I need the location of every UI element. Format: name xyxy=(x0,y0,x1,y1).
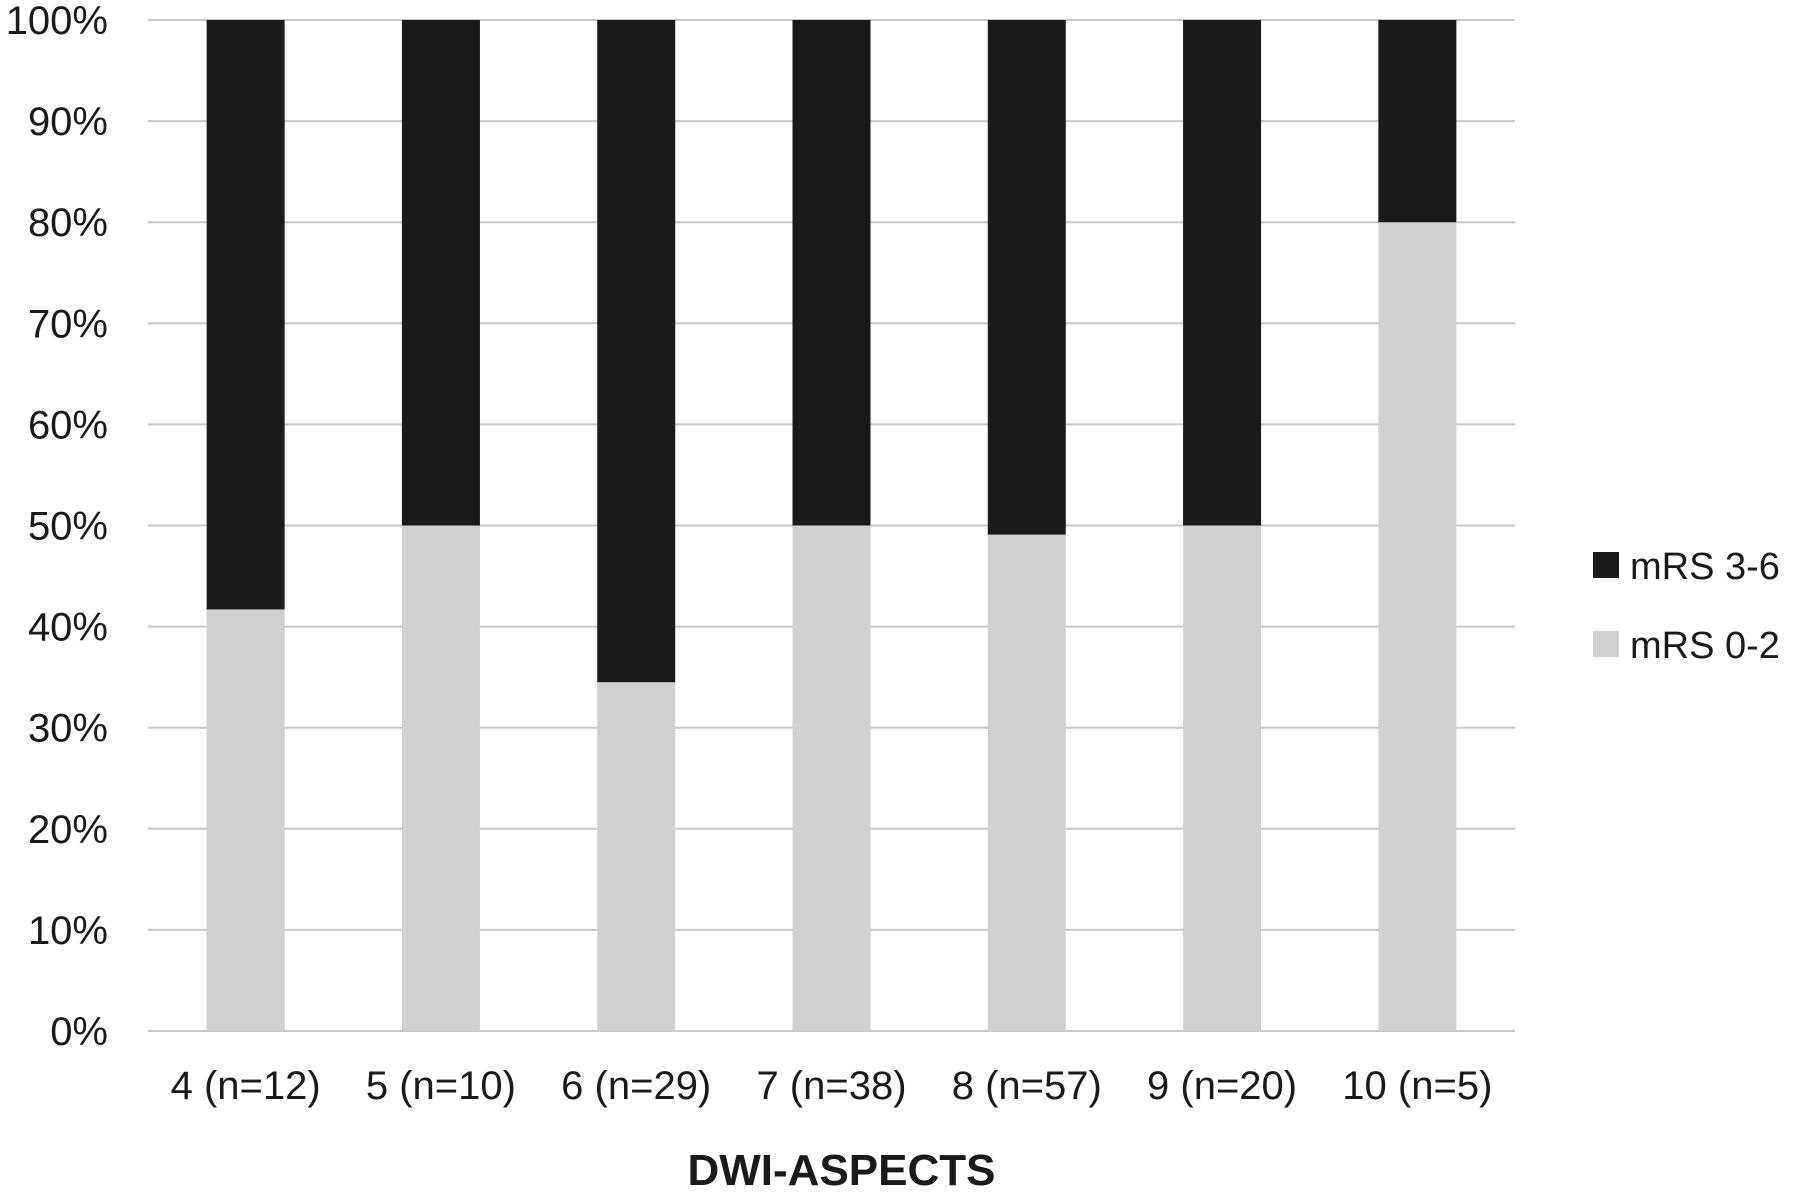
y-tick-label: 80% xyxy=(28,201,108,245)
bar-segment-mrs-3-6 xyxy=(206,20,285,610)
y-tick-label: 0% xyxy=(50,1010,108,1054)
y-tick-label: 60% xyxy=(28,403,108,447)
bar-segment-mrs-0-2 xyxy=(792,525,871,1031)
bar-segment-mrs-0-2 xyxy=(401,525,480,1031)
x-category-label: 6 (n=29) xyxy=(561,1064,711,1108)
x-axis-title: DWI-ASPECTS xyxy=(688,1146,996,1190)
legend-swatch xyxy=(1593,631,1619,657)
y-tick-label: 70% xyxy=(28,302,108,346)
bar-segment-mrs-3-6 xyxy=(1183,20,1262,526)
x-axis-categories: 4 (n=12) 5 (n=10) 6 (n=29) 7 (n=38) 8 (n=57)… xyxy=(171,1064,1493,1108)
bar-segment-mrs-0-2 xyxy=(597,682,676,1031)
legend-swatch xyxy=(1593,552,1619,578)
bars xyxy=(206,20,1457,1031)
y-tick-label: 40% xyxy=(28,606,108,650)
bar-segment-mrs-0-2 xyxy=(1183,525,1262,1031)
x-category-label: 9 (n=20) xyxy=(1147,1064,1297,1108)
y-tick-label: 100% xyxy=(6,0,108,43)
y-tick-label: 10% xyxy=(28,909,108,953)
x-category-label: 4 (n=12) xyxy=(171,1064,321,1108)
y-tick-label: 90% xyxy=(28,100,108,144)
x-category-label: 10 (n=5) xyxy=(1342,1064,1492,1108)
bar-segment-mrs-0-2 xyxy=(987,534,1066,1031)
legend: mRS 3-6 mRS 0-2 xyxy=(1593,546,1780,667)
bar-segment-mrs-3-6 xyxy=(597,20,676,683)
bar-segment-mrs-3-6 xyxy=(987,20,1066,535)
y-tick-label: 20% xyxy=(28,808,108,852)
bar-segment-mrs-0-2 xyxy=(1378,222,1457,1031)
bar-segment-mrs-3-6 xyxy=(401,20,480,526)
x-category-label: 5 (n=10) xyxy=(366,1064,516,1108)
x-category-label: 7 (n=38) xyxy=(756,1064,906,1108)
bar-segment-mrs-3-6 xyxy=(1378,20,1457,223)
y-tick-label: 30% xyxy=(28,707,108,751)
legend-label: mRS 0-2 xyxy=(1630,625,1780,667)
y-tick-label: 50% xyxy=(28,505,108,549)
bar-segment-mrs-0-2 xyxy=(206,609,285,1031)
legend-label: mRS 3-6 xyxy=(1630,546,1780,588)
x-category-label: 8 (n=57) xyxy=(952,1064,1102,1108)
y-axis-ticks: 0% 10% 20% 30% 40% 50% 60% 70% 80% 90% 100% xyxy=(6,0,108,1054)
bar-segment-mrs-3-6 xyxy=(792,20,871,526)
